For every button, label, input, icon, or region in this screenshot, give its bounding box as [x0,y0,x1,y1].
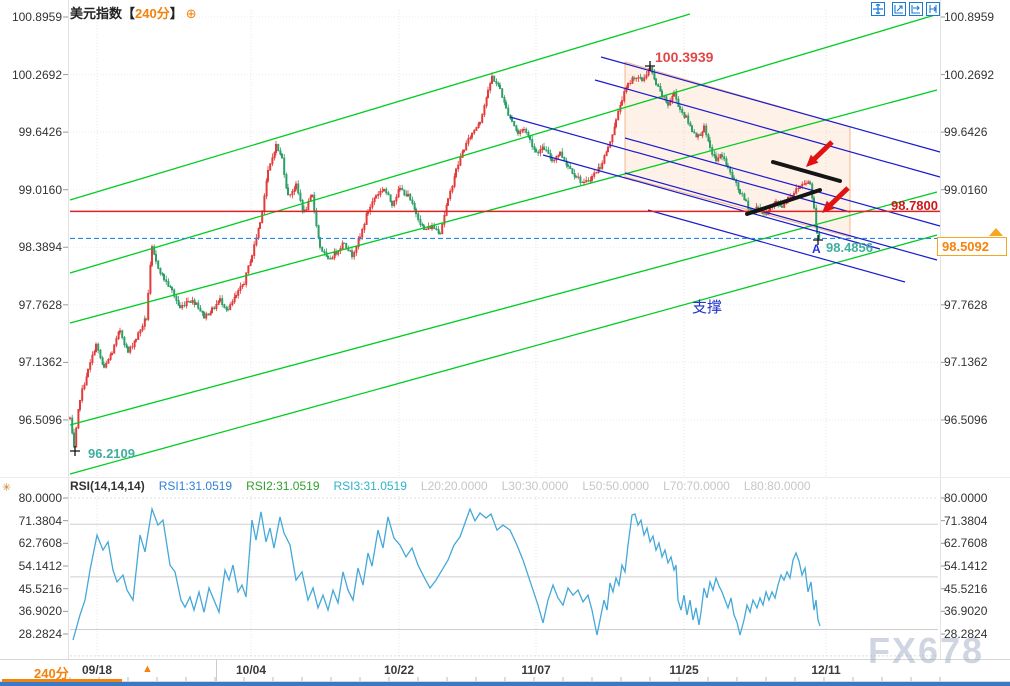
panel-divider [0,477,1010,478]
x-axis-date-label: 11/07 [521,663,551,677]
rsi-legend-item: L70:70.0000 [663,479,730,493]
bracket-open: 【 [122,6,136,21]
price-axis-label-right: 97.1362 [944,355,988,370]
price-axis-label-right: 96.5096 [944,412,988,427]
rsi-axis-label-left: 36.9020 [18,604,62,619]
price-axis-label-right: 100.8959 [944,10,995,24]
rsi-axis-label-right: 54.1412 [944,559,988,574]
rsi-axis-label-right: 28.2824 [944,627,988,642]
rsi-axis-label-left: 45.5216 [18,581,62,596]
price-axis-label-right: 99.0160 [944,182,988,197]
rsi-axis-label-left: 62.7608 [18,536,62,551]
xaxis-top-border [0,659,1010,660]
trendline-layer [69,13,941,475]
timeframe-active-underline [2,679,122,682]
right-axis-divider [940,0,941,659]
rsi-axis-label-left: 28.2824 [18,627,62,642]
rsi-axis-label-right: 36.9020 [944,604,988,619]
resistance-price-label: 98.7800 [891,198,938,213]
rsi-legend-item: L20:20.0000 [420,479,488,493]
price-axis-label-left: 97.7628 [18,297,62,312]
grid-layer [63,10,945,681]
price-tag-arrow-icon [989,228,1003,236]
timeframe-label: 240分 [34,666,69,681]
rsi-layer [72,506,821,641]
x-axis-date-label: 12/11 [811,663,841,677]
pan-right-icon[interactable] [926,2,940,16]
symbol-title: 美元指数 [70,6,123,21]
marker-layer [70,61,823,456]
crosshair-move-icon[interactable] [871,2,885,16]
rsi-axis-label-right: 71.3804 [944,513,988,528]
chart-toolbar [871,2,940,16]
price-axis-label-left: 99.6426 [18,125,62,140]
bracket-close: 】 [169,6,183,21]
dropdown-triangle-icon: ▲ [142,663,153,675]
rsi-legend-item: L30:30.0000 [501,479,569,493]
point-a-marker: A [812,242,821,256]
price-axis-label-left: 97.1362 [18,355,62,370]
chart-header: 美元指数【240分】 ⊕ [70,3,197,22]
timeframe-selector[interactable]: 240分 ▲ [0,660,217,681]
axis-fit-right-icon[interactable] [909,2,923,16]
period-label: 240分 [135,6,170,21]
add-indicator-icon[interactable]: ⊕ [185,6,197,21]
rsi-line [72,506,821,641]
rsi-legend-item: RSI1:31.0519 [158,479,233,493]
horizontal-scrollbar[interactable] [0,682,1010,686]
rsi-axis-label-left: 80.0000 [18,491,62,505]
rsi-axis-label-left: 71.3804 [18,513,62,528]
rsi-legend-item: RSI(14,14,14) [70,479,145,493]
price-axis-label-left: 100.2692 [11,67,62,82]
x-axis-date-label: 10/22 [383,663,415,677]
xaxis-bottom-border [0,681,1010,682]
watermark: FX678 [868,630,985,671]
support-note: 支撑 [692,299,723,316]
rsi-legend-item: L80:80.0000 [743,479,811,493]
last-price-label: 98.4856 [826,240,873,255]
price-axis-label-left: 98.3894 [18,240,62,255]
candles-layer [69,62,821,448]
x-axis-date-label: 10/04 [235,663,267,677]
indicator-settings-icon[interactable]: ✳ [2,482,12,494]
axis-fit-left-icon[interactable] [892,2,906,16]
price-axis-label-right: 99.6426 [944,125,988,140]
rsi-legend: RSI(14,14,14) RSI1:31.0519 RSI2:31.0519 RSI… [70,479,811,493]
swing-low-label: 96.2109 [88,446,135,461]
price-axis-label-left: 100.8959 [11,10,62,24]
rsi-legend-item: RSI3:31.0519 [333,479,407,493]
rsi-axis-label-right: 80.0000 [944,491,988,505]
price-axis-label-left: 96.5096 [18,412,62,427]
price-axis-label-right: 97.7628 [944,297,988,312]
x-axis-date-label: 11/25 [669,663,699,677]
rsi-axis-label-right: 62.7608 [944,536,988,551]
swing-high-label: 100.3939 [655,49,714,65]
rsi-legend-item: RSI2:31.0519 [246,479,320,493]
price-axis-label-left: 99.0160 [18,182,62,197]
left-axis-divider [68,0,69,659]
rsi-axis-label-right: 45.5216 [944,581,988,596]
rsi-legend-item: L50:50.0000 [582,479,650,493]
rsi-axis-label-left: 54.1412 [18,559,62,574]
x-axis-date-label: 09/18 [81,663,113,677]
price-axis-label-right: 100.2692 [944,67,995,82]
arrow-layer [806,140,850,213]
current-price-tag: 98.5092 [937,237,1007,256]
